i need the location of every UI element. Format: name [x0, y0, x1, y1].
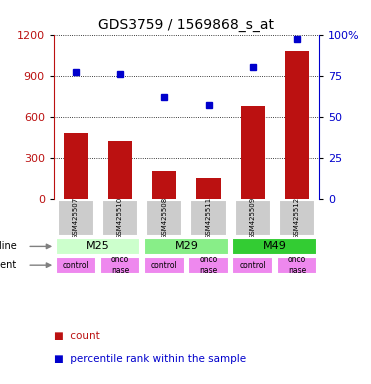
Text: GSM425510: GSM425510 — [117, 197, 123, 239]
Text: GSM425512: GSM425512 — [294, 197, 300, 239]
Bar — [196, 178, 221, 199]
Text: ■  percentile rank within the sample: ■ percentile rank within the sample — [54, 354, 246, 364]
Text: M29: M29 — [174, 242, 198, 252]
FancyBboxPatch shape — [56, 257, 96, 274]
FancyBboxPatch shape — [190, 200, 227, 236]
Text: agent: agent — [0, 260, 17, 270]
Text: cell line: cell line — [0, 242, 17, 252]
Text: control: control — [151, 261, 178, 270]
Text: GSM425507: GSM425507 — [73, 197, 79, 239]
FancyBboxPatch shape — [277, 257, 317, 274]
FancyBboxPatch shape — [188, 257, 229, 274]
FancyBboxPatch shape — [279, 200, 315, 236]
Text: control: control — [239, 261, 266, 270]
Text: onco
nase: onco nase — [288, 255, 306, 275]
FancyBboxPatch shape — [144, 238, 229, 255]
Text: ■  count: ■ count — [54, 331, 99, 341]
FancyBboxPatch shape — [232, 238, 317, 255]
Bar — [64, 133, 88, 199]
Bar — [108, 141, 132, 199]
Text: onco
nase: onco nase — [111, 255, 129, 275]
Text: M49: M49 — [263, 242, 287, 252]
FancyBboxPatch shape — [232, 257, 273, 274]
Bar — [240, 106, 265, 199]
Bar — [285, 51, 309, 199]
Text: onco
nase: onco nase — [199, 255, 218, 275]
Text: GSM425508: GSM425508 — [161, 197, 167, 239]
Text: GSM425509: GSM425509 — [250, 197, 256, 239]
Title: GDS3759 / 1569868_s_at: GDS3759 / 1569868_s_at — [98, 18, 275, 32]
Text: GSM425511: GSM425511 — [206, 197, 211, 239]
Bar — [152, 172, 177, 199]
FancyBboxPatch shape — [146, 200, 183, 236]
Text: control: control — [63, 261, 89, 270]
Text: M25: M25 — [86, 242, 110, 252]
FancyBboxPatch shape — [234, 200, 271, 236]
FancyBboxPatch shape — [58, 200, 94, 236]
FancyBboxPatch shape — [56, 238, 141, 255]
FancyBboxPatch shape — [102, 200, 138, 236]
FancyBboxPatch shape — [100, 257, 141, 274]
FancyBboxPatch shape — [144, 257, 185, 274]
